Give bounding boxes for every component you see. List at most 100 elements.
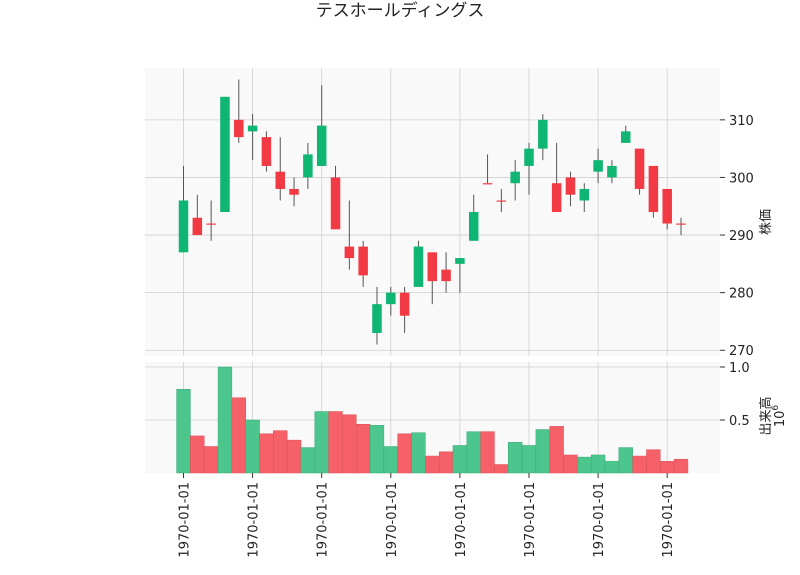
volume-bar bbox=[521, 445, 537, 474]
candle-body bbox=[648, 165, 659, 212]
candle bbox=[676, 217, 686, 236]
candle-body bbox=[247, 125, 258, 132]
candle bbox=[579, 183, 590, 212]
volume-bar bbox=[342, 414, 357, 474]
candle-body bbox=[372, 304, 382, 333]
candle-body bbox=[427, 252, 438, 282]
candle bbox=[662, 188, 672, 230]
candle-body bbox=[565, 177, 576, 195]
candle bbox=[289, 177, 299, 207]
candle bbox=[565, 171, 576, 207]
x-tick-label: 1970-01-01 bbox=[523, 482, 538, 558]
volume-bar bbox=[245, 419, 260, 474]
candle bbox=[607, 160, 617, 184]
candle-body bbox=[482, 183, 493, 185]
candle-body bbox=[220, 96, 230, 212]
price-tick-label: 310 bbox=[729, 114, 754, 129]
volume-bar bbox=[176, 389, 191, 474]
candle bbox=[303, 142, 313, 189]
volume-bar bbox=[632, 455, 647, 474]
candle-body bbox=[593, 160, 603, 172]
candle bbox=[178, 165, 189, 253]
candle bbox=[386, 286, 396, 316]
volume-bars bbox=[176, 366, 689, 474]
volume-bar bbox=[411, 432, 426, 474]
candle bbox=[441, 252, 451, 293]
volume-panel: 0.5 1.0 出来高 106 bbox=[145, 361, 788, 474]
candle-body bbox=[579, 188, 590, 201]
x-tick-label: 1970-01-01 bbox=[247, 482, 262, 558]
candle bbox=[593, 148, 603, 184]
price-axis: 270 280 290 300 310 bbox=[720, 114, 754, 359]
volume-bar bbox=[480, 431, 495, 474]
volume-bar bbox=[646, 449, 661, 474]
volume-exponent-label: 106 bbox=[771, 405, 788, 428]
volume-bar bbox=[397, 433, 412, 474]
candle-body bbox=[275, 171, 285, 189]
x-tick-label: 1970-01-01 bbox=[454, 482, 469, 558]
volume-bar bbox=[577, 456, 592, 474]
candle-body bbox=[551, 183, 562, 212]
candle bbox=[538, 114, 548, 161]
volume-bar bbox=[314, 411, 329, 474]
volume-exponent-power: 6 bbox=[771, 405, 781, 411]
volume-bar bbox=[508, 442, 523, 474]
candle bbox=[620, 125, 631, 143]
candle bbox=[468, 194, 479, 241]
volume-bar bbox=[425, 455, 440, 474]
volume-bar bbox=[259, 433, 274, 474]
candle-body bbox=[524, 148, 534, 166]
candle-body bbox=[468, 212, 479, 241]
x-tick-label: 1970-01-01 bbox=[592, 482, 607, 558]
candle-body bbox=[496, 200, 507, 202]
candle-body bbox=[344, 246, 355, 259]
volume-bar bbox=[660, 461, 675, 474]
candle-body bbox=[441, 269, 451, 282]
volume-bar bbox=[563, 454, 578, 474]
candle-body bbox=[413, 246, 424, 287]
candle bbox=[482, 154, 493, 185]
volume-bar bbox=[535, 429, 550, 474]
candle bbox=[316, 85, 327, 166]
candle-body bbox=[206, 223, 216, 225]
volume-bar bbox=[356, 423, 371, 474]
price-tick-label: 300 bbox=[729, 171, 754, 186]
volume-tick-label: 1.0 bbox=[729, 361, 750, 376]
volume-bar bbox=[286, 439, 302, 474]
volume-bar bbox=[590, 454, 606, 474]
candle-body bbox=[399, 292, 410, 316]
candle bbox=[496, 188, 507, 212]
candle-body bbox=[234, 119, 244, 138]
volume-bar bbox=[383, 446, 398, 474]
candle bbox=[220, 96, 230, 212]
volume-bar bbox=[300, 447, 316, 474]
chart-title: テスホールディングス bbox=[316, 0, 485, 21]
candle-body bbox=[607, 165, 617, 178]
candle bbox=[399, 286, 410, 333]
price-tick-label: 270 bbox=[729, 344, 754, 359]
candle-body bbox=[386, 292, 396, 305]
candle-body bbox=[676, 223, 686, 225]
candle-body bbox=[538, 119, 548, 149]
x-tick-label: 1970-01-01 bbox=[385, 482, 400, 558]
candle-body bbox=[455, 258, 465, 264]
price-tick-label: 290 bbox=[729, 229, 754, 244]
candle-body bbox=[261, 137, 272, 166]
candle bbox=[358, 240, 368, 287]
volume-bar bbox=[231, 397, 246, 474]
candle-body bbox=[358, 246, 368, 276]
volume-bar bbox=[369, 425, 385, 474]
candle-body bbox=[192, 217, 203, 236]
volume-bar bbox=[466, 431, 481, 474]
candle bbox=[344, 200, 355, 270]
candle bbox=[551, 142, 562, 212]
candle bbox=[455, 258, 465, 293]
volume-bar bbox=[494, 464, 509, 474]
candle bbox=[330, 165, 341, 230]
candle bbox=[413, 240, 424, 287]
volume-bar bbox=[273, 430, 288, 474]
price-panel: 270 280 290 300 310 株価 bbox=[145, 68, 774, 359]
candle-body bbox=[510, 171, 520, 184]
candle-body bbox=[289, 188, 299, 195]
